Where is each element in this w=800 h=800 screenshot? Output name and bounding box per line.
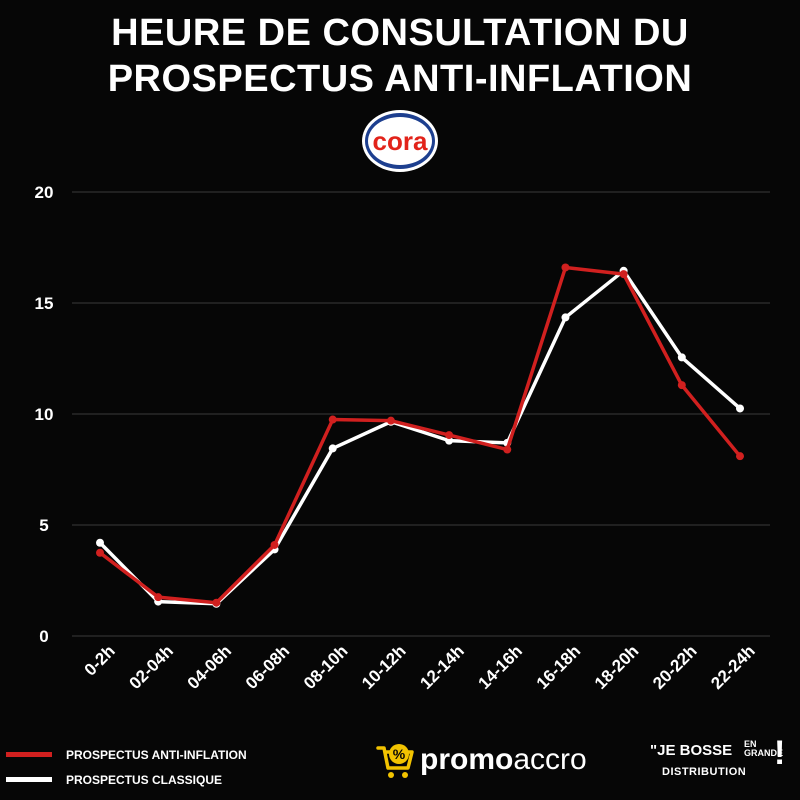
- x-tick-label: 12-14h: [416, 641, 468, 693]
- data-point-classique: [561, 313, 570, 322]
- x-tick-label: 14-16h: [475, 641, 527, 693]
- chart-legend: PROSPECTUS ANTI-INFLATION PROSPECTUS CLA…: [6, 742, 247, 792]
- legend-label-classique: PROSPECTUS CLASSIQUE: [66, 772, 223, 787]
- data-point-anti-inflation: [154, 593, 163, 602]
- series-line-classique: [98, 269, 742, 606]
- y-tick-label: 0: [39, 627, 48, 646]
- legend-label-anti-inflation: PROSPECTUS ANTI-INFLATION: [66, 747, 247, 762]
- data-point-anti-inflation: [212, 598, 221, 607]
- chart-title: HEURE DE CONSULTATION DU PROSPECTUS ANTI…: [0, 10, 800, 102]
- series-line-anti-inflation: [98, 265, 742, 605]
- x-tick-label: 08-10h: [300, 641, 352, 693]
- x-tick-label: 10-12h: [358, 641, 410, 693]
- data-point-anti-inflation: [503, 445, 512, 454]
- y-tick-label: 10: [35, 405, 54, 424]
- legend-swatch-anti-inflation: [6, 752, 52, 757]
- data-point-classique: [677, 353, 686, 362]
- je-bosse-exclamation: !: [774, 734, 786, 772]
- x-axis-tick-labels: 0-2h 02-04h 04-06h 06-08h 08-10h 10-12h 12-14h…: [81, 641, 759, 693]
- shopping-cart-icon: %: [376, 744, 414, 778]
- series-anti-inflation: [96, 263, 744, 607]
- je-bosse-line-1: "JE BOSSE: [650, 742, 733, 759]
- data-point-classique: [445, 436, 454, 445]
- legend-item-anti-inflation: PROSPECTUS ANTI-INFLATION: [6, 742, 247, 767]
- je-bosse-logo: "JE BOSSE EN GRANDE DISTRIBUTION !: [650, 734, 790, 788]
- data-point-classique: [96, 538, 104, 547]
- y-tick-label: 15: [35, 294, 54, 313]
- data-point-anti-inflation: [736, 452, 744, 461]
- x-tick-label: 20-22h: [649, 641, 701, 693]
- chart-gridlines: [72, 191, 770, 637]
- je-bosse-line-2: DISTRIBUTION: [662, 766, 747, 778]
- promoaccro-logo: % promoaccro: [376, 740, 587, 780]
- data-point-classique: [736, 404, 744, 413]
- data-point-anti-inflation: [445, 431, 454, 440]
- promoaccro-light: accro: [513, 743, 587, 776]
- data-point-anti-inflation: [561, 263, 570, 272]
- promoaccro-wordmark: promoaccro: [420, 743, 587, 777]
- y-tick-label: 20: [35, 183, 54, 202]
- cora-logo-text: cora: [373, 126, 428, 156]
- x-tick-label: 04-06h: [184, 641, 236, 693]
- chart-series: [96, 263, 744, 608]
- data-point-anti-inflation: [270, 540, 279, 549]
- svg-text:%: %: [393, 746, 406, 762]
- data-point-anti-inflation: [386, 416, 395, 425]
- je-bosse-en-grande: EN GRANDE: [744, 740, 783, 758]
- data-point-anti-inflation: [619, 270, 628, 279]
- x-tick-label: 18-20h: [591, 641, 643, 693]
- je-bosse-en: EN: [744, 739, 757, 749]
- x-tick-label: 06-08h: [242, 641, 294, 693]
- y-axis-tick-labels: 0 5 10 15 20: [35, 183, 54, 646]
- data-point-anti-inflation: [96, 548, 104, 557]
- x-tick-label: 22-24h: [707, 641, 759, 693]
- y-tick-label: 5: [39, 516, 48, 535]
- je-bosse-grande: GRANDE: [744, 748, 784, 758]
- data-point-classique: [328, 444, 337, 453]
- legend-swatch-classique: [6, 777, 52, 782]
- data-point-anti-inflation: [328, 415, 337, 424]
- data-point-anti-inflation: [677, 381, 686, 390]
- x-tick-label: 0-2h: [81, 641, 119, 679]
- chart-title-line-1: HEURE DE CONSULTATION DU: [111, 12, 689, 54]
- x-tick-label: 16-18h: [533, 641, 585, 693]
- chart-title-line-2: PROSPECTUS ANTI-INFLATION: [107, 58, 693, 100]
- legend-item-classique: PROSPECTUS CLASSIQUE: [6, 767, 247, 792]
- cora-logo: cora: [362, 110, 438, 172]
- x-tick-label: 02-04h: [125, 641, 177, 693]
- promoaccro-bold: promo: [420, 743, 514, 776]
